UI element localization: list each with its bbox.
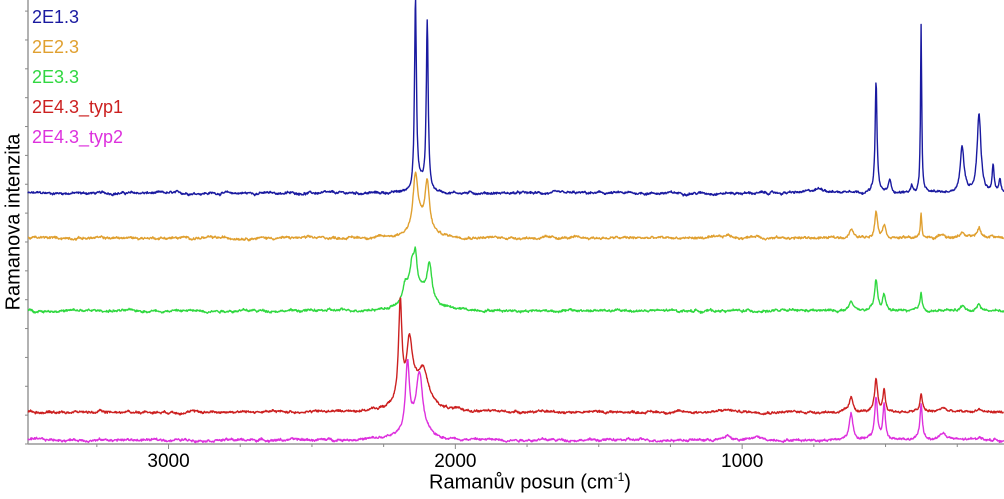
x-axis-unit: cm	[586, 471, 614, 494]
legend-item-2E2.3: 2E2.3	[32, 37, 80, 57]
y-axis-label: Ramanova intenzita	[2, 133, 25, 311]
x-axis-label: Ramanův posun (cm-1)	[429, 470, 631, 494]
series-line-2E2-3	[27, 171, 1004, 242]
legend-item-2E1.3: 2E1.3	[32, 7, 80, 27]
legend-item-2E3.3: 2E3.3	[32, 67, 80, 87]
x-tick-label-2000: 2000	[434, 451, 477, 472]
series-line-2E4-3-typ2	[27, 358, 1004, 444]
x-axis-ticks	[96, 444, 958, 449]
series-line-2E4-3-typ1	[27, 297, 1004, 416]
y-axis-ticks	[25, 10, 28, 445]
series-lines	[27, 0, 1004, 444]
x-tick-label-3000: 3000	[147, 451, 190, 472]
series-line-2E1-3	[27, 0, 1004, 197]
legend-item-2E4.3-typ2: 2E4.3_typ2	[32, 127, 124, 147]
x-axis-label-text: Ramanův posun	[429, 471, 575, 494]
series-line-2E3-3	[27, 246, 1004, 314]
legend: 2E1.3 2E2.3 2E3.3 2E4.3_typ1 2E4.3_typ2	[32, 2, 123, 152]
x-tick-label-1000: 1000	[721, 451, 764, 472]
x-axis-unit-exponent: -1	[613, 470, 625, 484]
legend-item-2E4.3-typ1: 2E4.3_typ1	[32, 97, 124, 117]
